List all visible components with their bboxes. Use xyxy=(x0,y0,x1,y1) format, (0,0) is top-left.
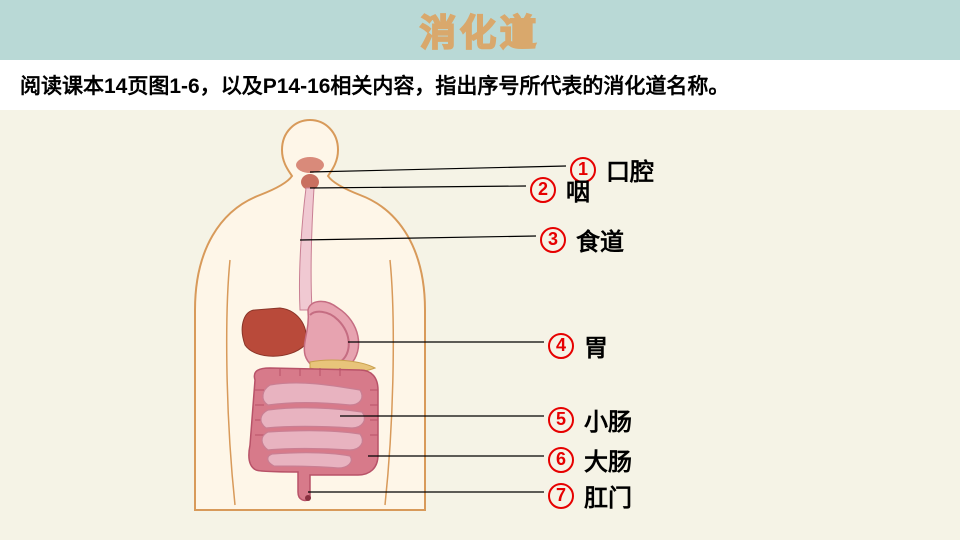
label-row-7: 7 肛门 xyxy=(548,478,632,513)
content-area: 1口腔2咽3食道4胃5小肠6大肠7肛门 xyxy=(0,110,960,540)
label-text-7: 肛门 xyxy=(584,478,632,513)
label-text-5: 小肠 xyxy=(584,402,632,437)
digestive-diagram xyxy=(160,110,460,530)
label-number-4: 4 xyxy=(548,333,574,359)
title-bar: 消化道 xyxy=(0,0,960,60)
label-row-2: 2咽 xyxy=(530,172,590,207)
label-row-6: 6 大肠 xyxy=(548,442,632,477)
page-title: 消化道 xyxy=(420,4,540,56)
instruction-text: 阅读课本14页图1-6，以及P14-16相关内容，指出序号所代表的消化道名称。 xyxy=(20,70,940,100)
label-row-5: 5 小肠 xyxy=(548,402,632,437)
label-number-5: 5 xyxy=(548,407,574,433)
instruction-bar: 阅读课本14页图1-6，以及P14-16相关内容，指出序号所代表的消化道名称。 xyxy=(0,60,960,110)
label-number-3: 3 xyxy=(540,227,566,253)
label-number-2: 2 xyxy=(530,177,556,203)
label-number-6: 6 xyxy=(548,447,574,473)
label-text-2: 咽 xyxy=(566,172,590,207)
label-text-4: 胃 xyxy=(584,328,608,363)
label-text-1: 口腔 xyxy=(606,152,654,187)
labels-container: 1口腔2咽3食道4胃5小肠6大肠7肛门 xyxy=(500,110,900,530)
label-number-7: 7 xyxy=(548,483,574,509)
label-row-3: 3 食道 xyxy=(540,222,624,257)
label-row-4: 4胃 xyxy=(548,328,608,363)
label-text-3: 食道 xyxy=(576,222,624,257)
label-text-6: 大肠 xyxy=(584,442,632,477)
